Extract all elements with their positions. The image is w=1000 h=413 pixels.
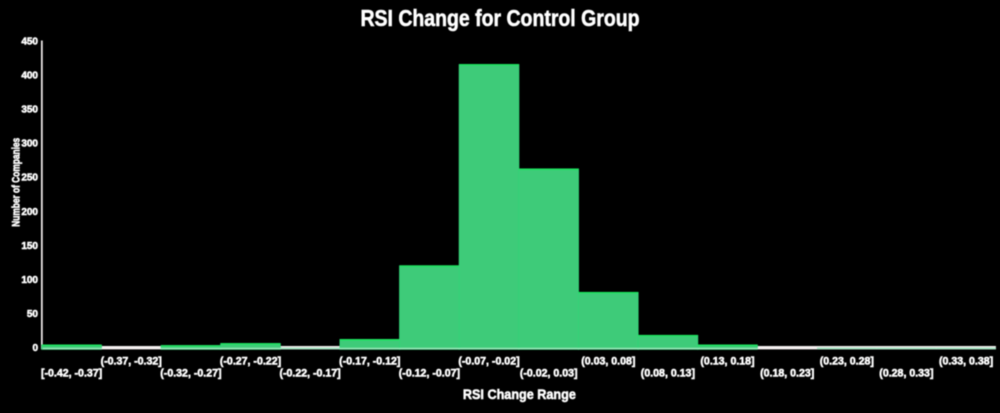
- svg-text:50: 50: [27, 309, 39, 320]
- svg-text:0: 0: [32, 343, 38, 354]
- svg-text:(-0.32, -0.27]: (-0.32, -0.27]: [160, 368, 221, 380]
- svg-text:(0.33, 0.38]: (0.33, 0.38]: [939, 355, 993, 367]
- svg-text:100: 100: [21, 275, 38, 286]
- svg-text:(-0.07, -0.02]: (-0.07, -0.02]: [458, 355, 519, 367]
- svg-text:(0.23, 0.28]: (0.23, 0.28]: [820, 355, 874, 367]
- svg-text:[-0.42, -0.37]: [-0.42, -0.37]: [41, 368, 102, 380]
- svg-text:400: 400: [21, 70, 38, 81]
- svg-text:200: 200: [21, 207, 38, 218]
- svg-text:(0.03, 0.08]: (0.03, 0.08]: [581, 355, 635, 367]
- svg-text:150: 150: [21, 241, 38, 252]
- svg-text:RSI Change Range: RSI Change Range: [463, 387, 576, 402]
- svg-text:(0.18, 0.23]: (0.18, 0.23]: [760, 368, 814, 380]
- svg-text:(0.13, 0.18]: (0.13, 0.18]: [700, 355, 754, 367]
- svg-text:(-0.02, 0.03]: (-0.02, 0.03]: [520, 368, 578, 380]
- svg-text:(-0.22, -0.17]: (-0.22, -0.17]: [279, 368, 340, 380]
- svg-text:(-0.27, -0.22]: (-0.27, -0.22]: [220, 355, 281, 367]
- svg-text:350: 350: [21, 105, 38, 116]
- svg-text:(-0.17, -0.12]: (-0.17, -0.12]: [339, 355, 400, 367]
- svg-text:450: 450: [21, 36, 38, 47]
- svg-text:250: 250: [21, 173, 38, 184]
- svg-text:(-0.37, -0.32]: (-0.37, -0.32]: [101, 355, 162, 367]
- svg-text:(-0.12, -0.07]: (-0.12, -0.07]: [399, 368, 460, 380]
- svg-text:300: 300: [21, 139, 38, 150]
- svg-text:(0.08, 0.13]: (0.08, 0.13]: [641, 368, 695, 380]
- svg-text:RSI Change for Control Group: RSI Change for Control Group: [361, 5, 640, 31]
- svg-text:(0.28, 0.33]: (0.28, 0.33]: [879, 368, 933, 380]
- svg-text:Number of Companies: Number of Companies: [10, 138, 22, 227]
